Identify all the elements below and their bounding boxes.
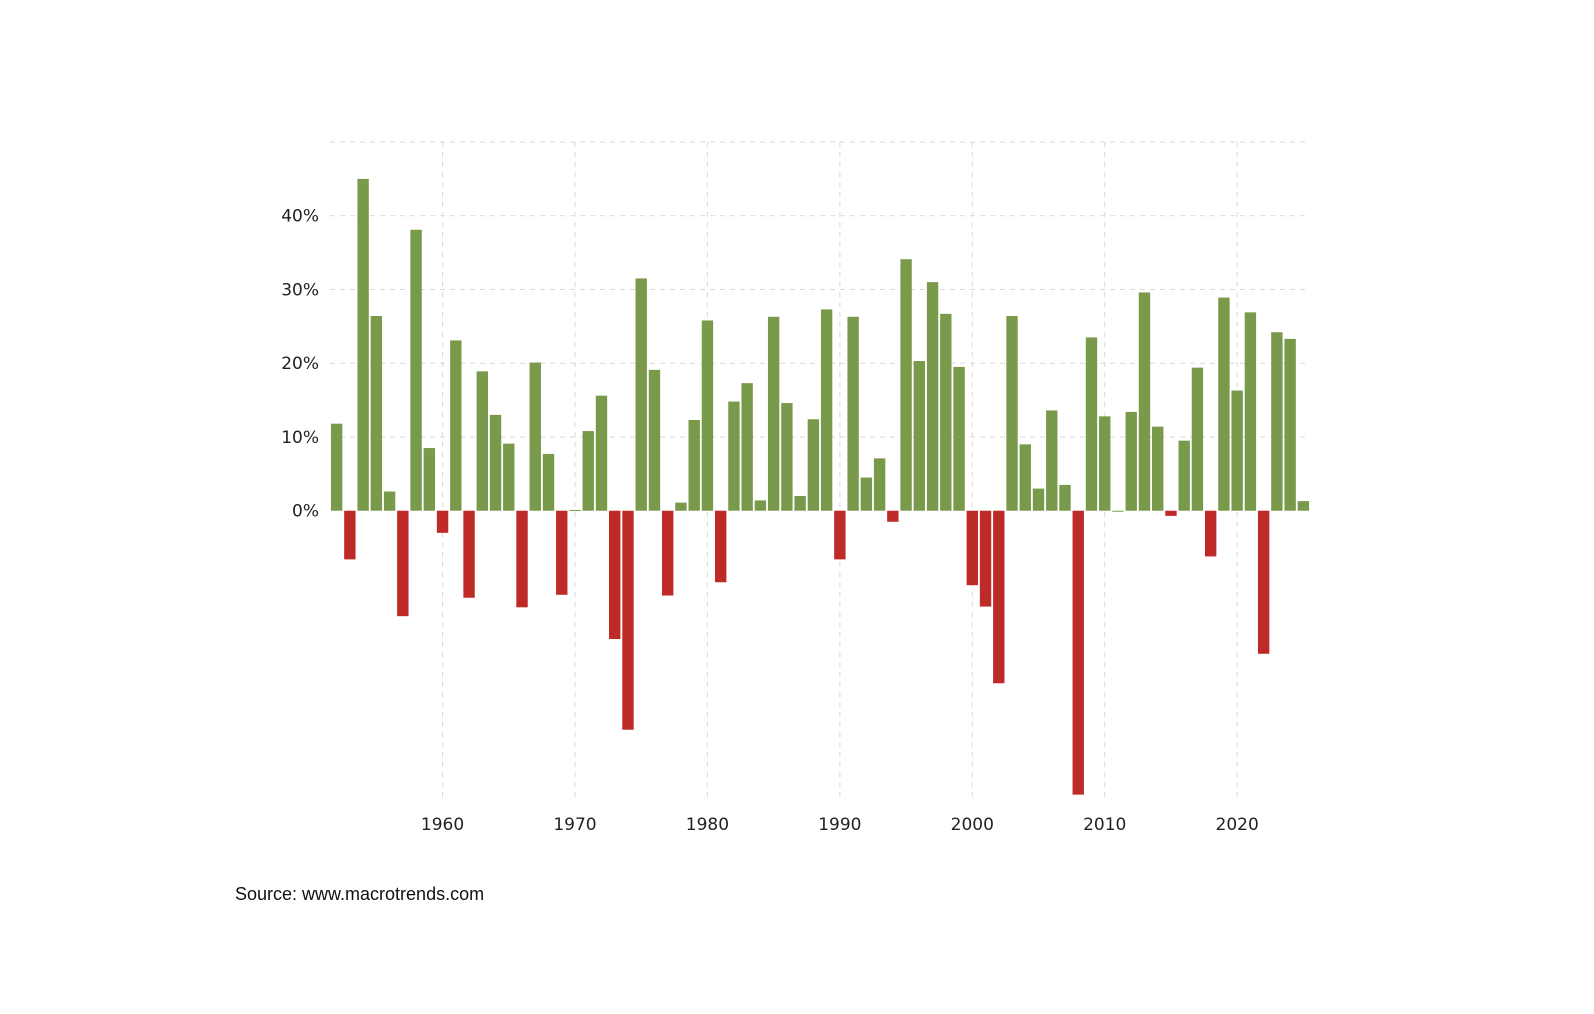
- bar-1958: [410, 229, 422, 511]
- x-tick-label: 2020: [1216, 815, 1259, 835]
- bar-1987: [794, 495, 806, 511]
- bar-2020: [1231, 390, 1243, 511]
- bar-1990: [834, 510, 846, 560]
- bar-1979: [688, 420, 700, 511]
- bar-1964: [489, 414, 502, 511]
- x-axis-ticks: 1960 1970 1980 1990 2000 2010 2020: [421, 815, 1259, 835]
- bar-2003: [1006, 316, 1018, 511]
- bar-1962: [463, 510, 475, 598]
- bar-2018: [1204, 510, 1217, 557]
- y-tick-label: 40%: [281, 207, 319, 227]
- bar-1998: [940, 313, 952, 511]
- bar-1983: [741, 383, 753, 511]
- bar-1993: [873, 458, 886, 511]
- bar-1963: [476, 371, 488, 511]
- bar-1988: [807, 419, 820, 511]
- bar-2006: [1046, 410, 1058, 511]
- bar-1977: [662, 510, 674, 596]
- bar-1976: [648, 369, 661, 511]
- bar-1985: [767, 316, 780, 511]
- bar-2025: [1297, 501, 1310, 511]
- bar-1980: [701, 320, 714, 511]
- bar-1991: [847, 316, 859, 511]
- bar-2024: [1284, 338, 1296, 511]
- bar-1995: [900, 259, 912, 511]
- bar-2022: [1257, 510, 1270, 654]
- x-tick-label: 1990: [818, 815, 861, 835]
- bar-1954: [357, 178, 369, 511]
- bar-2019: [1218, 297, 1230, 511]
- bar-1996: [913, 361, 926, 511]
- bar-1968: [542, 453, 555, 511]
- bar-1984: [754, 500, 767, 511]
- bar-2001: [979, 510, 992, 607]
- bar-1999: [953, 366, 965, 511]
- bar-2009: [1085, 337, 1098, 511]
- y-tick-label: 0%: [292, 502, 319, 522]
- bar-2015: [1165, 510, 1177, 516]
- x-tick-label: 2010: [1083, 815, 1126, 835]
- bar-1959: [423, 448, 436, 511]
- bar-1989: [820, 309, 833, 511]
- bar-2008: [1072, 510, 1084, 795]
- bar-1970: [569, 509, 581, 511]
- y-tick-label: 20%: [281, 354, 319, 374]
- bar-1966: [516, 510, 528, 608]
- bar-1960: [436, 510, 449, 533]
- bar-1961: [450, 340, 462, 511]
- bar-1967: [529, 362, 541, 511]
- bar-2012: [1125, 411, 1137, 511]
- bar-2011: [1112, 510, 1124, 512]
- bar-2021: [1244, 312, 1257, 511]
- bar-1957: [397, 510, 409, 617]
- bar-1997: [926, 282, 939, 511]
- x-tick-label: 2000: [951, 815, 994, 835]
- bar-1982: [728, 401, 740, 511]
- y-tick-label: 10%: [281, 428, 319, 448]
- bars: [330, 178, 1310, 795]
- bar-1994: [887, 510, 899, 522]
- bar-2005: [1032, 488, 1045, 511]
- x-tick-label: 1980: [686, 815, 729, 835]
- bar-1972: [595, 395, 608, 511]
- bar-2016: [1178, 440, 1190, 511]
- bar-2010: [1099, 416, 1111, 511]
- bar-2004: [1019, 444, 1031, 511]
- y-tick-label: 30%: [281, 280, 319, 300]
- bar-1965: [503, 443, 515, 511]
- bar-1956: [383, 491, 396, 511]
- bar-1975: [635, 278, 647, 511]
- bar-1992: [860, 477, 873, 511]
- x-tick-label: 1960: [421, 815, 464, 835]
- bar-2000: [966, 510, 978, 586]
- bar-2014: [1152, 426, 1164, 511]
- bar-1953: [344, 510, 356, 560]
- bar-2002: [993, 510, 1005, 684]
- bar-1986: [781, 403, 793, 511]
- y-axis-ticks: 0% 10% 20% 30% 40%: [281, 207, 319, 522]
- x-tick-label: 1970: [553, 815, 596, 835]
- bar-2023: [1271, 332, 1283, 511]
- bar-1969: [556, 510, 568, 595]
- bar-2017: [1191, 367, 1204, 511]
- bar-1952: [330, 423, 343, 511]
- bar-2007: [1059, 484, 1071, 511]
- bar-2013: [1138, 292, 1151, 511]
- bar-1973: [609, 510, 621, 640]
- bar-1955: [370, 316, 383, 511]
- bar-1981: [714, 510, 727, 583]
- bar-1971: [582, 431, 594, 511]
- bar-1974: [622, 510, 634, 730]
- source-credit: Source: www.macrotrends.com: [235, 884, 485, 904]
- bar-1978: [675, 502, 687, 511]
